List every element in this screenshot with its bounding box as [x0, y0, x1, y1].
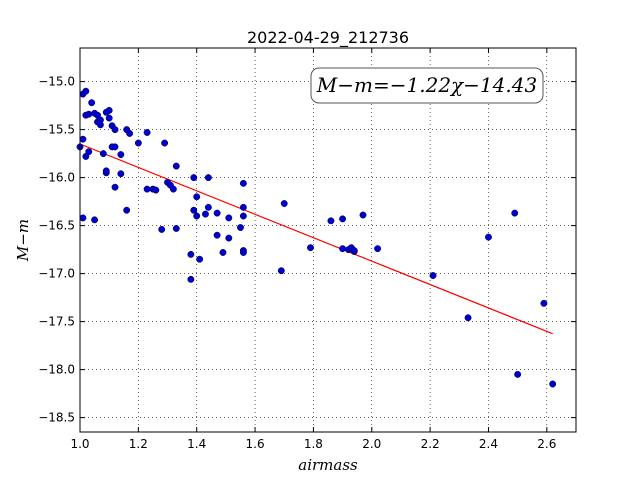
data-point	[79, 135, 87, 143]
data-point	[213, 209, 221, 217]
data-point	[117, 170, 125, 178]
data-point	[172, 162, 180, 170]
data-point	[111, 183, 119, 191]
plot-frame	[79, 47, 577, 433]
fit-line	[79, 143, 553, 335]
y-tick-label: −17.5	[38, 315, 75, 329]
y-tick-label: −17.0	[38, 267, 75, 281]
data-point	[339, 245, 347, 253]
data-point	[88, 99, 96, 107]
data-point	[202, 210, 209, 218]
data-point	[91, 216, 99, 224]
data-point	[143, 185, 151, 193]
x-tick-label: 1.8	[304, 437, 323, 451]
axis-ticks	[79, 48, 576, 432]
data-point	[549, 380, 557, 388]
data-point	[105, 114, 113, 122]
data-point	[237, 224, 244, 231]
data-point	[96, 116, 104, 124]
data-point	[196, 255, 204, 263]
data-point	[123, 206, 131, 214]
data-point	[187, 250, 195, 258]
y-tick-labels: −15.0 −15.5 −16.0 −16.5 −17.0 −17.5 −18.0 −18.5	[38, 75, 75, 425]
data-point	[204, 174, 212, 182]
x-tick-label: 2.6	[537, 437, 556, 451]
data-point	[190, 206, 198, 214]
data-point	[143, 129, 151, 136]
x-tick-label: 1.6	[246, 437, 265, 451]
data-points	[76, 87, 557, 388]
x-tick-label: 1.2	[129, 437, 148, 451]
fit-line-layer	[79, 143, 553, 335]
data-point	[85, 110, 93, 118]
data-point	[350, 247, 358, 255]
data-point	[239, 179, 247, 187]
data-point	[82, 87, 90, 95]
data-point	[172, 225, 180, 232]
data-point	[540, 299, 548, 307]
data-point	[514, 370, 522, 378]
x-axis-label: airmass	[298, 456, 358, 474]
data-point	[429, 272, 437, 279]
data-point	[79, 214, 87, 222]
data-point	[225, 234, 233, 242]
data-point	[85, 148, 93, 156]
data-point	[485, 233, 492, 241]
y-tick-label: −18.0	[38, 363, 75, 377]
data-point	[187, 275, 195, 283]
data-point	[111, 143, 119, 151]
data-point	[339, 215, 347, 223]
data-point	[169, 185, 177, 193]
data-point	[111, 126, 119, 134]
data-point	[511, 209, 519, 217]
data-point	[213, 231, 221, 239]
data-point	[193, 212, 201, 220]
y-tick-label: −18.5	[38, 411, 75, 425]
data-point	[239, 203, 247, 211]
data-point	[161, 139, 169, 147]
y-tick-label: −16.5	[38, 219, 75, 233]
chart-title: 2022-04-29_212736	[247, 28, 409, 48]
data-point	[193, 193, 201, 201]
y-tick-label: −15.5	[38, 123, 75, 137]
y-tick-label: −16.0	[38, 171, 75, 185]
x-tick-label: 2.0	[362, 437, 381, 451]
x-tick-label: 2.4	[479, 437, 498, 451]
data-point	[99, 150, 107, 158]
data-point	[190, 174, 198, 182]
data-point	[105, 106, 113, 114]
data-point	[277, 267, 285, 275]
x-tick-labels: 1.0 1.2 1.4 1.6 1.8 2.0 2.2 2.4 2.6	[70, 437, 556, 451]
data-point	[102, 167, 110, 175]
data-point	[117, 151, 125, 159]
data-point	[152, 186, 160, 194]
data-point	[464, 314, 472, 322]
data-point	[280, 200, 288, 207]
data-point	[204, 203, 212, 211]
fit-annotation: M−m=−1.22χ−14.43	[310, 67, 544, 104]
data-point	[225, 214, 233, 222]
data-point	[359, 211, 367, 219]
data-point	[327, 217, 335, 225]
data-point	[239, 249, 247, 256]
data-point	[158, 225, 166, 233]
data-point	[219, 249, 227, 256]
data-point	[239, 212, 247, 220]
data-point	[134, 139, 142, 147]
data-point	[126, 129, 134, 137]
data-point	[374, 245, 382, 253]
y-axis-label: M−m	[14, 219, 32, 262]
grid-lines	[79, 48, 576, 432]
x-tick-label: 2.2	[421, 437, 440, 451]
annotation-box	[310, 67, 544, 104]
x-tick-label: 1.0	[70, 437, 89, 451]
annotation-text: M−m=−1.22χ−14.43	[316, 73, 537, 97]
data-point	[307, 244, 314, 252]
x-tick-label: 1.4	[187, 437, 206, 451]
y-tick-label: −15.0	[38, 75, 75, 89]
